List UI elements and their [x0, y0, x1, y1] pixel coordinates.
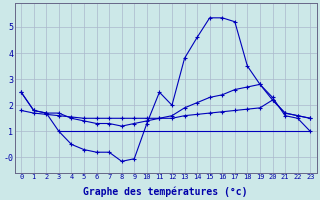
X-axis label: Graphe des températures (°c): Graphe des températures (°c) — [84, 186, 248, 197]
